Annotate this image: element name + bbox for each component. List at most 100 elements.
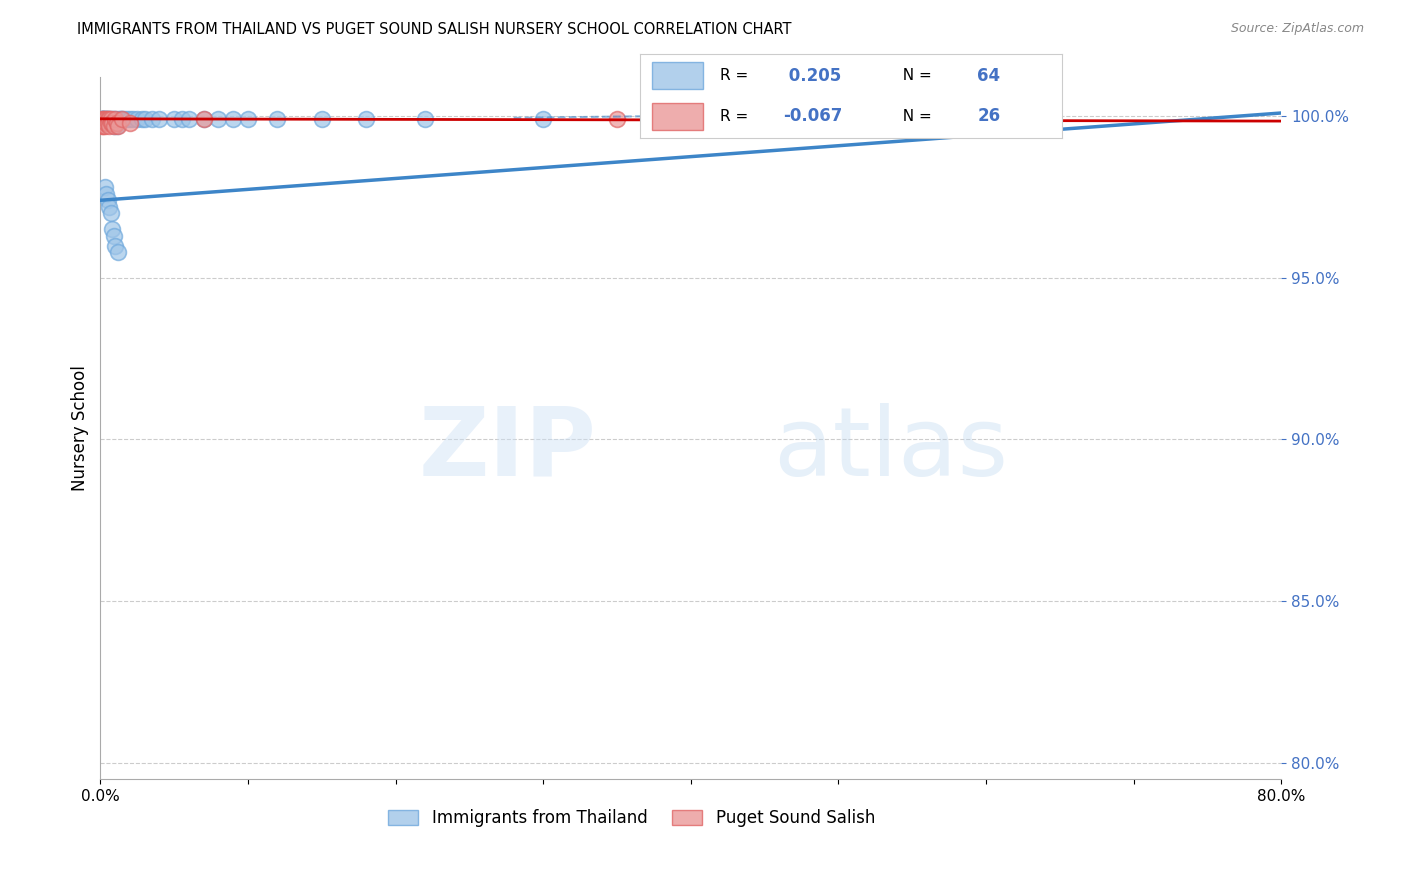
Point [105,119,128,133]
Point [90,112,112,127]
Point [107,112,129,127]
Point [177,112,200,127]
Point [118,112,141,127]
Point [94,112,117,127]
Point [101,112,124,127]
Point [103,119,125,133]
Point [97,112,120,127]
Point [100,112,122,127]
Point [141,112,163,127]
Point [134,112,156,127]
Point [193,112,215,127]
Point [222,112,245,127]
Point [266,112,288,127]
Point [236,112,259,127]
Point [118,116,141,130]
Point [98,119,121,133]
Point [91,112,114,127]
Point [115,112,138,127]
Point [91,112,114,127]
Point [148,112,170,127]
Point [98,112,121,127]
Point [91,112,114,127]
Bar [652,62,703,89]
Point [98,112,121,127]
Point [96,112,118,127]
Point [104,116,127,130]
Point [90,112,112,127]
Point [96,112,118,127]
Text: N =: N = [893,68,936,83]
Point [90,116,112,130]
Point [127,112,149,127]
Point [103,119,125,133]
Point [97,194,120,208]
Point [103,228,125,243]
Point [606,112,628,127]
Point [110,112,132,127]
Point [90,112,112,127]
Point [101,116,124,130]
Point [207,112,229,127]
Point [104,238,127,252]
Text: 26: 26 [977,107,1000,125]
Point [170,112,193,127]
Point [163,112,186,127]
Bar [652,103,703,130]
Point [91,112,114,127]
Point [96,116,118,130]
Point [100,206,122,220]
Point [97,116,120,130]
Point [90,116,112,130]
Point [100,116,122,130]
Point [121,112,143,127]
Point [103,112,125,127]
Point [107,245,129,260]
Point [104,112,127,127]
Text: N =: N = [893,109,936,124]
Point [101,222,124,236]
Text: 0.205: 0.205 [783,67,841,85]
Point [91,116,114,130]
Point [97,112,120,127]
Point [104,112,127,127]
Text: Source: ZipAtlas.com: Source: ZipAtlas.com [1230,22,1364,36]
Point [90,119,112,133]
Point [97,112,120,127]
Point [311,112,333,127]
Point [107,119,129,133]
Point [193,112,215,127]
Point [96,186,118,201]
Point [354,112,377,127]
Point [94,112,117,127]
Text: ZIP: ZIP [419,402,596,496]
Text: R =: R = [720,109,754,124]
Text: 64: 64 [977,67,1000,85]
Point [91,119,114,133]
Point [131,112,153,127]
Point [111,112,134,127]
Point [94,116,117,130]
Point [98,116,121,130]
Text: IMMIGRANTS FROM THAILAND VS PUGET SOUND SALISH NURSERY SCHOOL CORRELATION CHART: IMMIGRANTS FROM THAILAND VS PUGET SOUND … [77,22,792,37]
Point [413,112,436,127]
Text: -0.067: -0.067 [783,107,842,125]
Point [96,112,118,127]
Point [100,116,122,130]
Point [94,116,117,130]
Point [94,119,117,133]
Point [96,116,118,130]
Point [105,116,128,130]
Point [112,112,135,127]
Text: R =: R = [720,68,754,83]
Point [97,116,120,130]
Y-axis label: Nursery School: Nursery School [72,365,89,491]
Point [91,116,114,130]
Point [108,112,131,127]
Point [531,112,554,127]
Point [90,112,112,127]
Legend: Immigrants from Thailand, Puget Sound Salish: Immigrants from Thailand, Puget Sound Sa… [381,803,882,834]
Point [94,180,117,194]
Text: atlas: atlas [773,402,1008,496]
Point [111,112,134,127]
